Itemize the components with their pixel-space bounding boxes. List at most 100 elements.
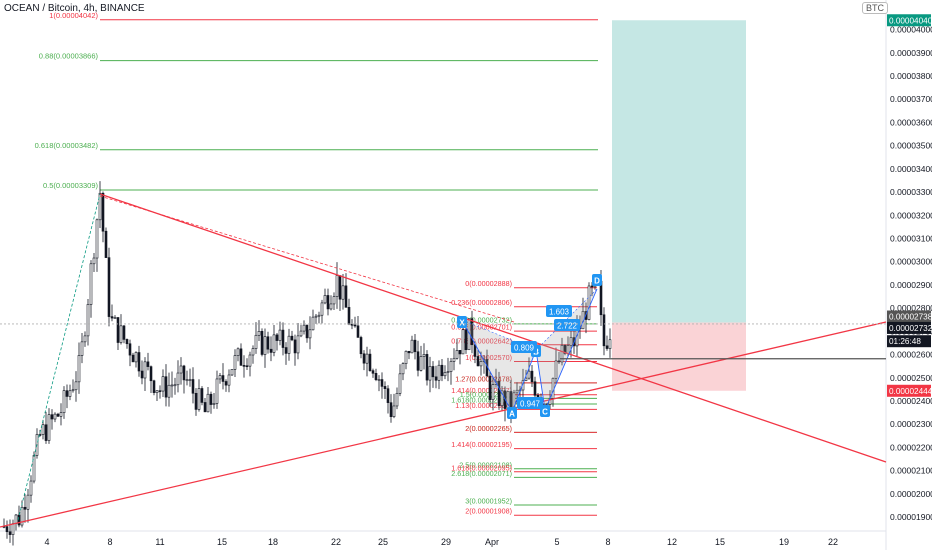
- candle-body: [359, 337, 363, 355]
- candle-body: [155, 390, 159, 393]
- candle-body: [449, 361, 453, 372]
- candle-body: [245, 365, 249, 368]
- candle-body: [419, 356, 423, 371]
- candle-body: [287, 335, 291, 354]
- candle-body: [515, 389, 519, 394]
- candle-body: [344, 285, 348, 308]
- candle-body: [362, 353, 366, 364]
- candle-body: [569, 337, 573, 346]
- candle-body: [122, 325, 126, 340]
- candle-body: [311, 316, 315, 331]
- candle-body: [527, 370, 531, 379]
- candle-body: [500, 390, 504, 407]
- pattern-point-label: X: [459, 319, 465, 328]
- candle-body: [260, 331, 264, 355]
- candle-body: [248, 354, 252, 367]
- candle-body: [395, 393, 399, 407]
- stop-zone: [612, 322, 746, 391]
- x-tick-label: 25: [378, 537, 388, 547]
- candle-body: [98, 192, 102, 221]
- candle-body: [227, 374, 231, 386]
- candle-body: [26, 494, 30, 510]
- fib-level-label: 0.88(0.00003866): [39, 52, 99, 61]
- candle-body: [83, 335, 87, 343]
- candle-body: [404, 350, 408, 364]
- candle-body: [293, 339, 297, 354]
- candle-body: [275, 334, 279, 341]
- harmonic-level-label: 1.27(0.00002478): [455, 374, 512, 383]
- y-tick-label: 0.00002300: [890, 419, 932, 429]
- candle-body: [29, 480, 33, 496]
- candle-body: [470, 318, 474, 346]
- candle-body: [347, 307, 351, 325]
- candle-body: [62, 390, 66, 414]
- candle-body: [161, 376, 165, 392]
- candle-body: [374, 373, 378, 380]
- fib-level-label: 1(0.00004042): [49, 11, 98, 20]
- candle-body: [71, 389, 75, 392]
- currency-badge[interactable]: BTC: [862, 2, 888, 14]
- candle-body: [20, 506, 24, 526]
- candle-body: [278, 329, 282, 341]
- candle-body: [65, 390, 69, 397]
- candle-body: [233, 355, 237, 370]
- candle-body: [473, 344, 477, 357]
- candle-body: [203, 402, 207, 413]
- candle-body: [47, 414, 51, 441]
- candle-body: [257, 331, 261, 336]
- pattern-triangle-bcd: [536, 289, 597, 410]
- candle-body: [413, 339, 417, 353]
- candle-body: [599, 280, 603, 316]
- candle-body: [296, 335, 300, 354]
- harmonic-level-label: 2.5(0.00002108): [459, 460, 512, 469]
- ratio-label: 2.722: [557, 322, 578, 331]
- candle-body: [407, 350, 411, 354]
- candle-body: [299, 330, 303, 337]
- candle-body: [212, 403, 216, 405]
- candle-body: [104, 230, 108, 258]
- candle-body: [272, 334, 276, 353]
- candle-body: [605, 345, 609, 349]
- candle-body: [158, 390, 162, 392]
- candle-body: [266, 336, 270, 350]
- candle-body: [5, 526, 9, 533]
- candle-body: [80, 341, 84, 356]
- harmonic-level-label: 0.786(0.00002732): [451, 315, 512, 324]
- candle-body: [173, 384, 177, 387]
- price-axis-badge: [887, 14, 931, 27]
- candle-body: [215, 378, 219, 404]
- candle-body: [455, 350, 459, 359]
- candle-body: [437, 364, 441, 381]
- candle-body: [101, 192, 105, 232]
- candle-body: [479, 361, 483, 367]
- pattern-point-label: D: [594, 277, 600, 286]
- dashed-impulse-line: [17, 193, 101, 521]
- candle-body: [221, 375, 225, 382]
- candle-body: [329, 303, 333, 310]
- y-tick-label: 0.00003800: [890, 71, 932, 81]
- candle-body: [119, 325, 123, 343]
- candle-body: [125, 339, 129, 345]
- harmonic-level-label: 2.618(0.00002071): [451, 469, 512, 478]
- candle-body: [77, 355, 81, 383]
- candle-body: [326, 295, 330, 310]
- candle-body: [380, 379, 384, 387]
- candle-body: [146, 361, 150, 367]
- candle-body: [191, 379, 195, 394]
- x-tick-label: 29: [441, 537, 451, 547]
- candle-body: [164, 376, 168, 398]
- y-tick-label: 0.00002100: [890, 466, 932, 476]
- candle-body: [587, 285, 591, 320]
- candle-body: [392, 405, 396, 417]
- candle-body: [554, 360, 558, 379]
- pattern-point-label: C: [542, 408, 548, 417]
- price-axis-badge-label: 0.00002444: [889, 387, 932, 396]
- y-tick-label: 0.00002200: [890, 442, 932, 452]
- y-tick-label: 0.00003600: [890, 117, 932, 127]
- harmonic-level-label: 1.414(0.00002427): [451, 386, 512, 395]
- candle-body: [284, 347, 288, 354]
- candle-body: [356, 325, 360, 338]
- candle-body: [230, 369, 234, 376]
